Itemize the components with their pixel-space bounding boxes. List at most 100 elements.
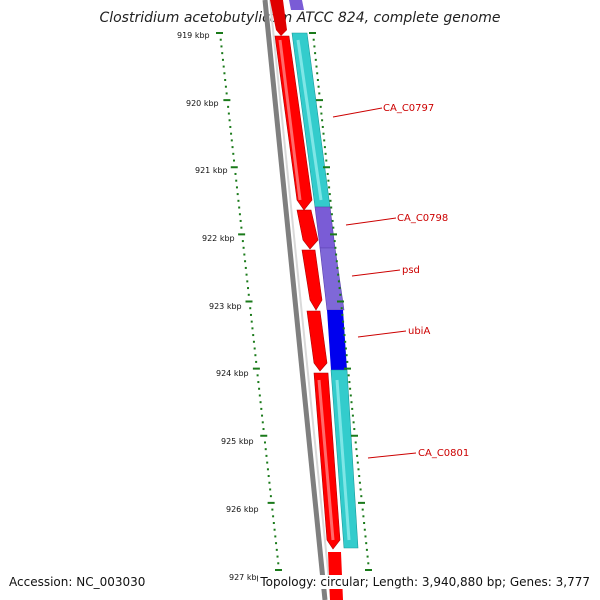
kbp-scale: 919 kbp 920 kbp 921 kbp 922 kbp 923 kbp … — [177, 31, 262, 582]
minor-tick — [324, 152, 327, 155]
gene-highlight — [278, 39, 302, 201]
minor-tick — [247, 293, 250, 296]
major-tick — [351, 434, 358, 437]
topology-summary: Topology: circular; Length: 3,940,880 bp… — [258, 575, 590, 589]
minor-tick — [253, 347, 256, 350]
gene-block[interactable] — [270, 0, 287, 36]
minor-tick — [352, 421, 355, 424]
minor-tick — [363, 522, 366, 525]
minor-tick — [244, 266, 247, 269]
minor-tick — [342, 327, 345, 330]
major-tick — [223, 99, 231, 102]
gene-label-psd[interactable]: psd — [402, 265, 420, 276]
minor-tick — [332, 226, 335, 229]
minor-tick — [235, 179, 238, 182]
minor-tick — [276, 555, 279, 558]
minor-tick — [258, 387, 261, 390]
minor-tick — [235, 186, 238, 189]
gene-block[interactable] — [296, 209, 319, 250]
minor-tick — [338, 287, 341, 290]
minor-tick — [250, 320, 253, 323]
backbone-strand-shadow — [269, 0, 332, 600]
major-tick — [238, 233, 246, 236]
gene-label-ca-c0797[interactable]: CA_C0797 — [383, 103, 434, 114]
minor-tick — [224, 85, 227, 88]
minor-tick — [359, 488, 362, 491]
major-tick — [330, 233, 337, 236]
minor-tick — [347, 374, 350, 377]
minor-tick — [350, 401, 353, 404]
minor-tick — [236, 193, 239, 196]
cds-block-blue-ubia[interactable] — [327, 310, 347, 370]
minor-tick — [361, 508, 364, 511]
minor-tick — [354, 441, 357, 444]
minor-tick — [269, 488, 272, 491]
minor-tick — [339, 293, 342, 296]
minor-tick — [312, 38, 315, 41]
cds-block-purple-top[interactable] — [289, 0, 304, 10]
minor-tick — [239, 219, 242, 222]
major-tick — [309, 32, 316, 34]
minor-tick — [341, 313, 344, 316]
gene-block[interactable] — [306, 310, 328, 372]
callout-line — [357, 330, 407, 338]
minor-tick — [365, 542, 368, 545]
minor-tick — [273, 528, 276, 531]
minor-tick — [269, 495, 272, 498]
minor-tick — [234, 172, 237, 175]
minor-tick — [316, 78, 319, 81]
minor-tick — [230, 132, 233, 135]
minor-tick — [224, 78, 227, 81]
cds-block-purple-psd[interactable] — [319, 247, 345, 311]
minor-tick — [255, 360, 258, 363]
minor-tick — [244, 260, 247, 263]
kbp-label: 923 kbp — [209, 302, 242, 311]
minor-tick — [345, 354, 348, 357]
minor-tick — [355, 448, 358, 451]
minor-tick — [325, 159, 328, 162]
minor-tick — [323, 139, 326, 142]
minor-tick — [362, 515, 365, 518]
minor-tick — [266, 461, 269, 464]
gene-block[interactable] — [301, 249, 323, 311]
minor-tick — [335, 260, 338, 263]
gene-label-ubia[interactable]: ubiA — [408, 326, 430, 337]
minor-tick — [349, 394, 352, 397]
backbone-strand — [262, 0, 328, 600]
minor-tick — [247, 287, 250, 290]
minor-tick — [271, 508, 274, 511]
minor-tick — [232, 152, 235, 155]
callout-line — [332, 107, 383, 118]
minor-tick — [335, 253, 338, 256]
minor-tick — [231, 146, 234, 149]
major-tick — [260, 434, 268, 437]
minor-tick — [252, 340, 255, 343]
minor-tick — [258, 394, 261, 397]
gene-label-ca-c0801[interactable]: CA_C0801 — [418, 448, 469, 459]
minor-tick — [219, 38, 222, 41]
cds-block-cyan-c0801[interactable] — [330, 369, 359, 549]
minor-tick — [241, 240, 244, 243]
major-tick — [316, 99, 323, 102]
minor-tick — [322, 132, 325, 135]
minor-tick — [229, 125, 232, 128]
minor-tick — [233, 159, 236, 162]
minor-tick — [344, 347, 347, 350]
minor-tick — [337, 273, 340, 276]
major-tick — [275, 569, 282, 571]
major-tick — [365, 569, 372, 571]
minor-tick — [344, 340, 347, 343]
kbp-label: 921 kbp — [195, 166, 228, 175]
marker-dots-left — [216, 32, 282, 571]
minor-tick — [242, 246, 245, 249]
minor-tick — [321, 119, 324, 122]
major-tick — [344, 367, 351, 370]
gene-label-ca-c0798[interactable]: CA_C0798 — [397, 213, 448, 224]
cds-block-purple-c0798[interactable] — [314, 206, 336, 249]
minor-tick — [227, 105, 230, 108]
minor-tick — [319, 105, 322, 108]
minor-tick — [257, 381, 260, 384]
minor-tick — [358, 481, 361, 484]
minor-tick — [356, 454, 359, 457]
minor-tick — [342, 320, 345, 323]
